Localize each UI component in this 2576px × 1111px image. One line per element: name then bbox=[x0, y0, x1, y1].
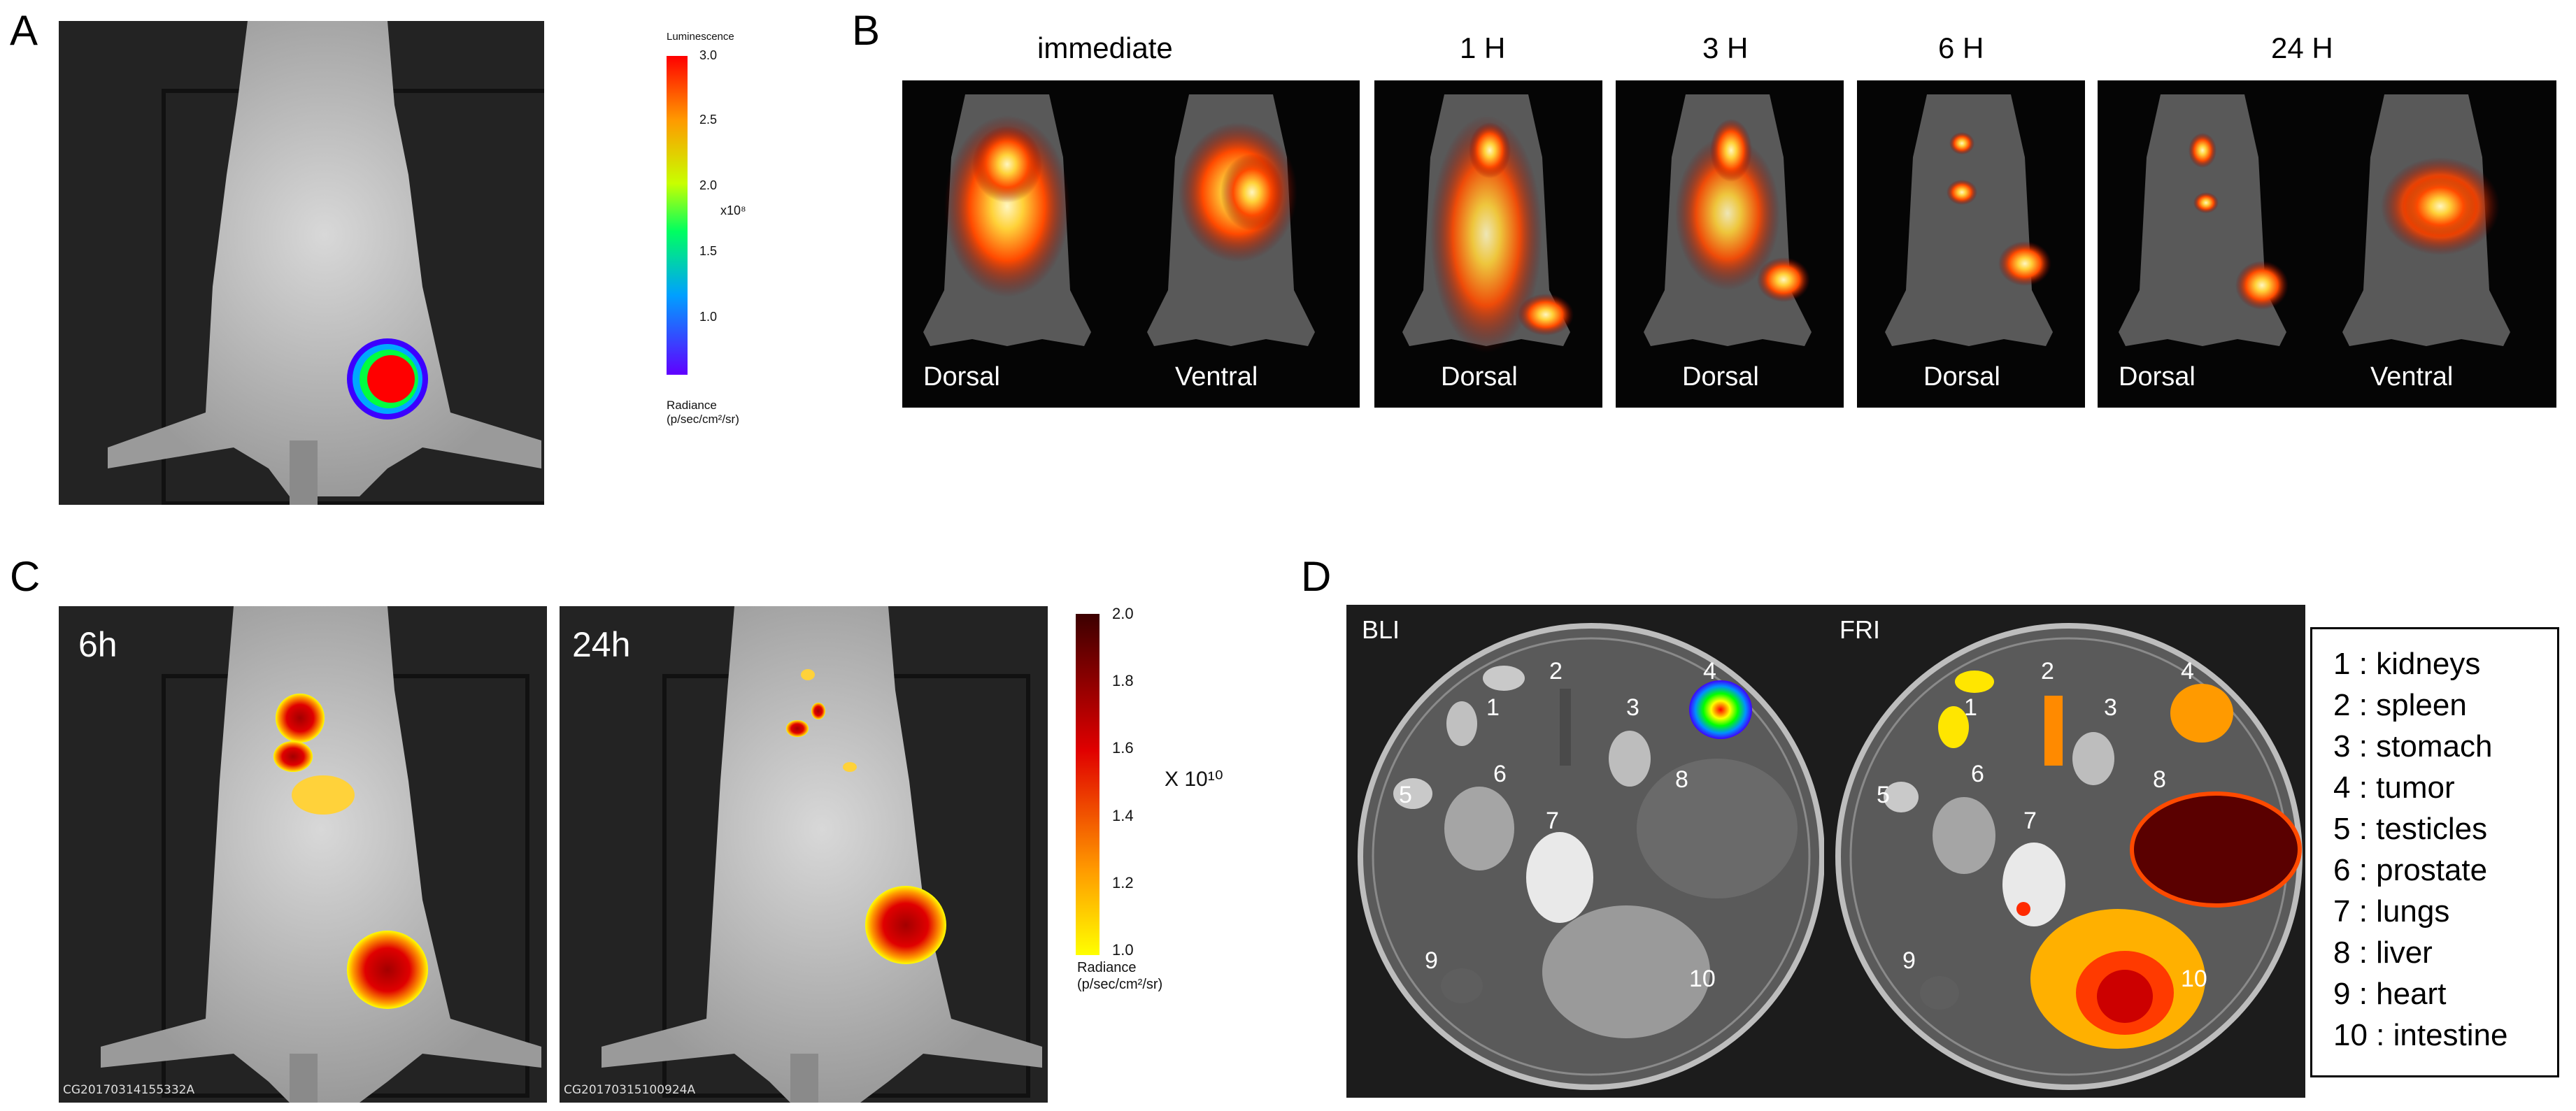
radiance-unit-line1: Radiance bbox=[1077, 960, 1137, 975]
timepoint-label: 1 H bbox=[1460, 31, 1506, 64]
legend-item: 9 : heart bbox=[2333, 977, 2447, 1011]
organ-number: 2 bbox=[1549, 658, 1563, 684]
timepoint-label: 3 H bbox=[1702, 31, 1749, 64]
legend-item: 10 : intestine bbox=[2333, 1018, 2508, 1052]
view-label: Dorsal bbox=[1441, 362, 1518, 392]
time-label: 6h bbox=[78, 625, 118, 664]
radiance-tick: 1.0 bbox=[1112, 941, 1134, 959]
organ-number: 6 bbox=[1971, 761, 1984, 787]
organ-number: 3 bbox=[2104, 694, 2117, 721]
panel-b-image-6h: Dorsal bbox=[1857, 80, 2085, 408]
organ-number: 4 bbox=[2181, 658, 2194, 684]
legend-item: 5 : testicles bbox=[2333, 812, 2488, 846]
organ-legend: 1 : kidneys 2 : spleen 3 : stomach 4 : t… bbox=[2310, 627, 2559, 1077]
legend-item: 4 : tumor bbox=[2333, 770, 2455, 805]
panel-c-image-6h: 6h CG20170314155332A bbox=[59, 606, 547, 1103]
image-label-fri: FRI bbox=[1840, 615, 1880, 644]
time-label: 24h bbox=[572, 625, 631, 664]
organ-number: 1 bbox=[1486, 694, 1500, 721]
panel-b-image-24h: Dorsal Ventral bbox=[2098, 80, 2556, 408]
panel-b-image-immediate: Dorsal Ventral bbox=[902, 80, 1360, 408]
radiance-tick: 1.8 bbox=[1112, 672, 1134, 689]
view-label: Dorsal bbox=[923, 362, 1000, 392]
legend-item: 1 : kidneys bbox=[2333, 647, 2481, 681]
panel-label-d: D bbox=[1301, 553, 1332, 600]
organ-number: 6 bbox=[1493, 761, 1507, 787]
legend-item: 7 : lungs bbox=[2333, 894, 2450, 929]
lum-tick: 1.5 bbox=[699, 244, 718, 258]
panel-label-b: B bbox=[852, 7, 881, 54]
lum-unit-line2: (p/sec/cm²/sr) bbox=[667, 413, 739, 426]
legend-item: 2 : spleen bbox=[2333, 688, 2467, 722]
legend-list: 1 : kidneys 2 : spleen 3 : stomach 4 : t… bbox=[2333, 643, 2508, 1056]
legend-item: 3 : stomach bbox=[2333, 729, 2493, 764]
radiance-colorbar bbox=[1076, 614, 1100, 955]
panel-b-image-1h: Dorsal bbox=[1374, 80, 1602, 408]
lum-unit-line1: Radiance bbox=[667, 399, 717, 412]
organ-number: 3 bbox=[1626, 694, 1639, 721]
panel-label-c: C bbox=[10, 553, 41, 600]
image-label-bli: BLI bbox=[1362, 615, 1400, 644]
radiance-tick: 2.0 bbox=[1112, 605, 1134, 622]
panel-a-mouse-image bbox=[59, 21, 544, 505]
lum-tick: 3.0 bbox=[699, 48, 718, 62]
panel-d-image-bli: BLI 2 4 1 3 6 8 5 7 9 10 bbox=[1346, 605, 1828, 1098]
legend-item: 8 : liver bbox=[2333, 936, 2433, 970]
organ-number: 10 bbox=[2181, 966, 2207, 992]
view-label: Dorsal bbox=[2119, 362, 2196, 392]
panel-d-image-fri: FRI 2 4 1 3 6 8 5 7 9 10 bbox=[1824, 605, 2305, 1098]
organ-number: 10 bbox=[1689, 966, 1716, 992]
legend-item: 6 : prostate bbox=[2333, 853, 2488, 887]
image-code: CG20170314155332A bbox=[63, 1083, 195, 1097]
radiance-tick: 1.4 bbox=[1112, 807, 1134, 824]
timepoint-label: immediate bbox=[1037, 31, 1173, 64]
panel-label-a: A bbox=[10, 7, 38, 54]
organ-number: 5 bbox=[1877, 782, 1890, 808]
lum-tick: 2.0 bbox=[699, 178, 718, 192]
luminescence-colorbar bbox=[667, 56, 688, 375]
organ-number: 9 bbox=[1902, 947, 1916, 974]
timepoint-label: 24 H bbox=[2271, 31, 2333, 64]
image-code: CG20170315100924A bbox=[564, 1083, 696, 1097]
radiance-tick: 1.6 bbox=[1112, 739, 1134, 757]
organ-number: 1 bbox=[1964, 694, 1977, 721]
panel-c-image-24h: 24h CG20170315100924A bbox=[560, 606, 1048, 1103]
radiance-unit-line2: (p/sec/cm²/sr) bbox=[1077, 977, 1163, 992]
view-label: Dorsal bbox=[1682, 362, 1759, 392]
view-label: Dorsal bbox=[1923, 362, 2000, 392]
lum-multiplier: x10⁸ bbox=[720, 203, 746, 217]
lum-tick: 1.0 bbox=[699, 310, 718, 324]
organ-number: 2 bbox=[2041, 658, 2054, 684]
panel-b-image-3h: Dorsal bbox=[1616, 80, 1844, 408]
organ-number: 7 bbox=[1546, 808, 1559, 834]
radiance-tick: 1.2 bbox=[1112, 874, 1134, 891]
timepoint-label: 6 H bbox=[1938, 31, 1984, 64]
organ-number: 9 bbox=[1425, 947, 1438, 974]
organ-number: 7 bbox=[2023, 808, 2037, 834]
view-label: Ventral bbox=[1175, 362, 1258, 392]
lum-tick: 2.5 bbox=[699, 113, 718, 127]
organ-number: 5 bbox=[1399, 782, 1412, 808]
radiance-multiplier: X 10¹⁰ bbox=[1165, 768, 1223, 791]
organ-number: 4 bbox=[1703, 658, 1716, 684]
organ-number: 8 bbox=[1675, 766, 1688, 793]
luminescence-colorbar-title: Luminescence bbox=[667, 31, 734, 43]
view-label: Ventral bbox=[2370, 362, 2454, 392]
organ-number: 8 bbox=[2153, 766, 2166, 793]
